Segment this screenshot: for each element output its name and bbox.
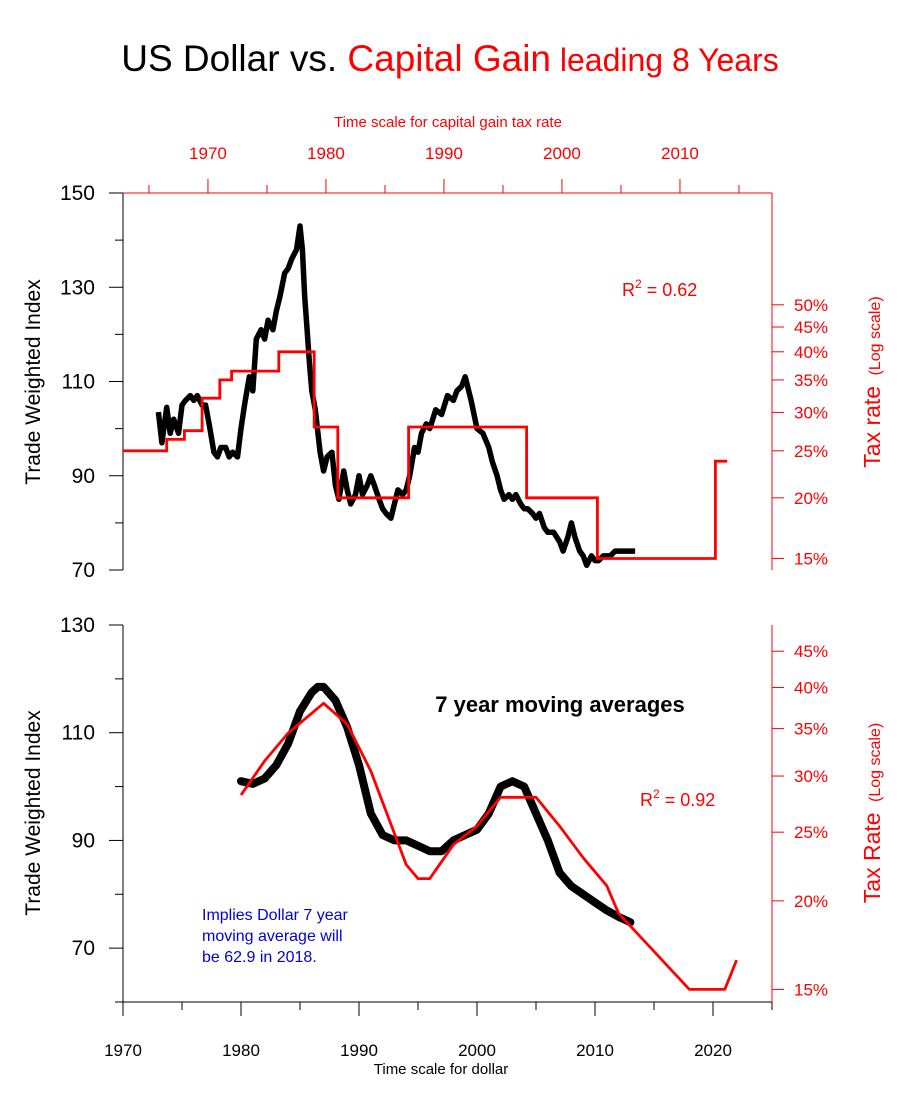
top-left-tick-label: 110 [62, 371, 95, 394]
bottom-x-axis-title: Time scale for dollar [374, 1061, 509, 1078]
top-right-axis: 15% 20% 25% 30% 35% 40% 45% 50% [772, 296, 828, 568]
bottom-x-tick-label: 2000 [458, 1041, 496, 1060]
top-left-tick-label: 70 [72, 559, 95, 582]
bottom-right-ylabel-main: Tax Rate [859, 812, 885, 903]
top-x-axis-tax: 1970 1980 1990 2000 2010 [148, 144, 740, 193]
top-right-tick-label: 40% [794, 343, 828, 362]
moving-average-label: 7 year moving averages [435, 692, 684, 717]
r2-bottom-label: R2 = 0.92 [640, 787, 715, 810]
top-x-axis-title: Time scale for capital gain tax rate [334, 114, 562, 131]
r2-top-label: R2 = 0.62 [622, 277, 697, 300]
projection-note-line-1: Implies Dollar 7 year [202, 907, 349, 924]
bottom-right-tick-label: 30% [794, 767, 828, 786]
bottom-panel-frame [122, 625, 773, 1003]
top-right-tick-label: 15% [794, 549, 828, 568]
top-x-tick-label: 1970 [189, 144, 227, 163]
tax-rate-moving-average-line [239, 701, 738, 991]
top-right-ylabel-main: Tax rate [859, 386, 885, 468]
bottom-x-tick-label: 1980 [222, 1041, 260, 1060]
bottom-right-tick-label: 45% [794, 642, 828, 661]
bottom-x-tick-label: 2010 [576, 1041, 614, 1060]
bottom-right-tick-label: 40% [794, 678, 828, 697]
top-x-tick-label: 1980 [307, 144, 345, 163]
top-series-group [123, 223, 728, 569]
title-part-dollar: US Dollar vs. [121, 38, 348, 79]
bottom-right-tick-label: 25% [794, 823, 828, 842]
bottom-series-group [237, 682, 738, 991]
bottom-x-tick-label: 2020 [694, 1041, 732, 1060]
bottom-left-tick-label: 90 [72, 829, 95, 852]
bottom-x-tick-label: 1990 [340, 1041, 378, 1060]
top-panel: 70 90 110 130 150 1970 1980 1990 2000 2010 15% 20… [22, 114, 885, 582]
top-left-tick-label: 150 [60, 182, 95, 205]
top-right-tick-label: 45% [794, 318, 828, 337]
bottom-right-axis: 15% 20% 25% 30% 35% 40% 45% [772, 642, 828, 999]
bottom-left-axis: 70 90 110 130 [60, 614, 123, 1003]
chart-title: US Dollar vs. Capital Gain leading 8 Yea… [0, 38, 900, 80]
top-right-tick-label: 35% [794, 371, 828, 390]
bottom-x-axis-dollar: 1970 1980 1990 2000 2010 2020 [104, 1002, 773, 1060]
bottom-right-tick-label: 35% [794, 720, 828, 739]
top-right-tick-label: 20% [794, 489, 828, 508]
dollar-index-line [155, 223, 636, 569]
bottom-left-ylabel: Trade Weighted Index [22, 710, 45, 916]
bottom-right-ylabel: Tax Rate (Log scale) [859, 723, 885, 903]
top-right-ylabel-log: (Log scale) [867, 296, 884, 375]
bottom-left-tick-label: 110 [62, 722, 95, 745]
top-left-tick-label: 130 [60, 276, 95, 299]
top-right-ylabel: Tax rate (Log scale) [859, 296, 885, 467]
top-right-tick-label: 50% [794, 296, 828, 315]
bottom-panel: 70 90 110 130 1970 1980 1990 2000 2010 2020 15% 2… [22, 614, 885, 1078]
bottom-right-tick-label: 20% [794, 892, 828, 911]
projection-note-line-2: moving average will [202, 928, 343, 945]
capital-gain-tax-rate-line [123, 350, 728, 560]
bottom-left-tick-label: 130 [60, 614, 95, 637]
top-left-tick-label: 90 [72, 465, 95, 488]
top-left-ylabel: Trade Weighted Index [22, 279, 45, 485]
bottom-left-tick-label: 70 [72, 937, 95, 960]
top-right-tick-label: 25% [794, 442, 828, 461]
title-part-capital-gain: Capital Gain [347, 38, 551, 79]
top-x-tick-label: 1990 [425, 144, 463, 163]
dollar-moving-average-line [237, 682, 635, 927]
bottom-right-tick-label: 15% [794, 980, 828, 999]
projection-note-line-3: be 62.9 in 2018. [202, 949, 317, 966]
bottom-right-ylabel-log: (Log scale) [867, 723, 884, 802]
top-right-tick-label: 30% [794, 403, 828, 422]
bottom-x-tick-label: 1970 [104, 1041, 142, 1060]
top-x-tick-label: 2000 [543, 144, 581, 163]
top-x-tick-label: 2010 [661, 144, 699, 163]
title-part-leading: leading 8 Years [551, 42, 779, 78]
top-left-axis: 70 90 110 130 150 [60, 182, 123, 582]
